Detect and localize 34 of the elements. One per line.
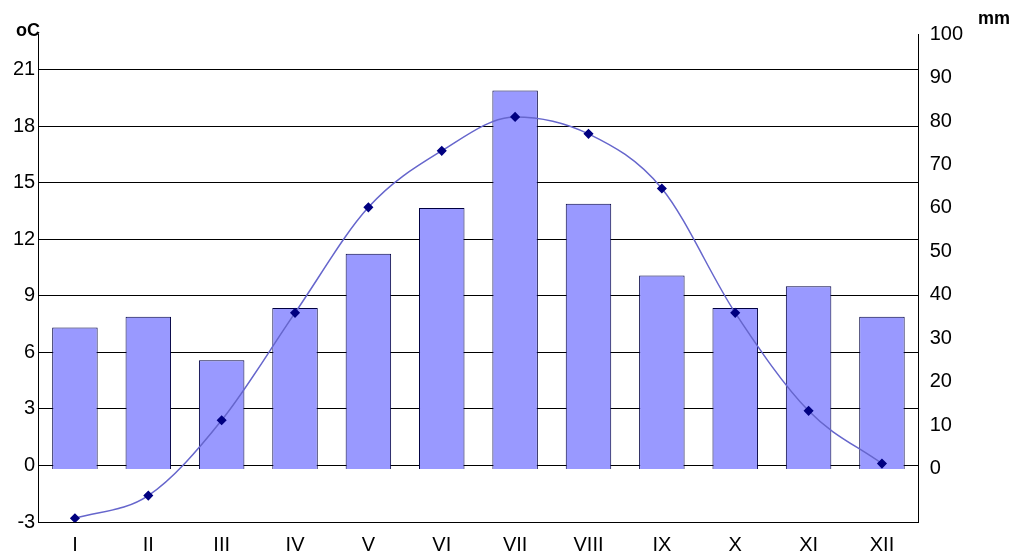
x-tick-label: VIII (573, 532, 604, 555)
y-tick-label: 3 (24, 396, 36, 419)
y2-tick-label: 100 (929, 21, 964, 44)
x-tick-label: XII (869, 532, 895, 555)
y2-tick-label: 90 (929, 65, 952, 88)
y2-tick-label: 70 (929, 152, 952, 174)
y-tick-label: 9 (24, 283, 36, 306)
y-tick-label: 21 (13, 57, 36, 80)
y-tick-label: 12 (13, 226, 36, 249)
y2-tick-label: 0 (929, 456, 941, 479)
y2-tick-label: 60 (929, 195, 952, 218)
x-tick-label: XI (799, 532, 819, 555)
x-tick-label: V (361, 532, 376, 555)
y2-tick-label: 40 (929, 282, 952, 305)
y-tick-label: 15 (13, 170, 36, 193)
x-tick-label: I (72, 532, 78, 555)
x-tick-label: IX (652, 532, 672, 555)
y-tick-label: 18 (13, 113, 36, 136)
y-tick-label: 0 (24, 452, 36, 475)
y2-tick-label: 80 (929, 108, 952, 131)
x-tick-label: IV (285, 532, 306, 555)
y-tick-label: 6 (24, 339, 36, 362)
y2-axis-title: mm (978, 7, 1011, 28)
x-tick-label: VII (502, 532, 528, 555)
y-tick-label: -3 (17, 509, 36, 532)
y2-tick-label: 30 (929, 325, 952, 348)
y2-tick-label: 10 (929, 412, 952, 435)
y-axis-title: oC (16, 19, 40, 40)
x-tick-label: III (213, 532, 230, 555)
x-tick-label: VI (432, 532, 452, 555)
y2-tick-label: 50 (929, 238, 952, 261)
x-tick-label: II (142, 532, 154, 555)
x-tick-label: X (728, 532, 742, 555)
y2-tick-label: 20 (929, 369, 952, 392)
